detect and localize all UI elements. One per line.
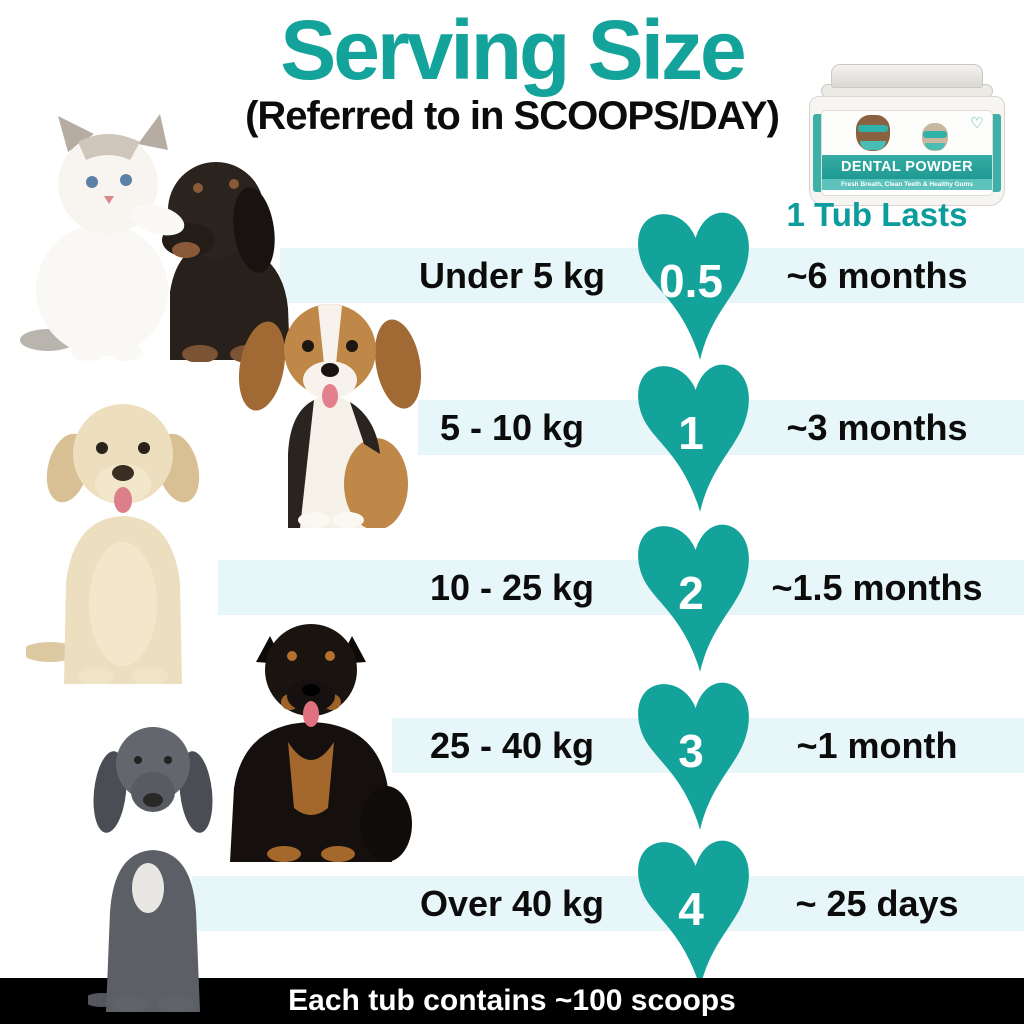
tub-label-side	[813, 114, 823, 192]
weight-label: Under 5 kg	[418, 255, 606, 296]
scoop-heart-icon: 2	[633, 514, 759, 686]
scoops-value: 2	[678, 567, 704, 619]
dog-bandana	[860, 141, 886, 150]
scoops-value: 1	[678, 407, 704, 459]
page-subtitle: (Referred to in SCOOPS/DAY)	[245, 94, 780, 138]
weight-label: 25 - 40 kg	[429, 725, 595, 766]
scoops-value: 3	[678, 725, 704, 777]
page-title: Serving Size	[280, 3, 747, 97]
tub-label-side	[991, 114, 1001, 192]
row-stripe	[218, 560, 1024, 615]
duration-label: ~6 months	[786, 255, 968, 296]
scoops-value: 4	[678, 883, 704, 935]
product-tub-image: ♡ DENTAL POWDER Fresh Breath, Clean Teet…	[803, 64, 1011, 208]
label-artwork: ♡	[822, 111, 992, 155]
duration-label: ~3 months	[786, 407, 968, 448]
footer-text: Each tub contains ~100 scoops	[288, 984, 736, 1017]
brand-heart-icon: ♡	[970, 115, 984, 132]
row-stripe	[192, 876, 1024, 931]
duration-label: ~ 25 days	[795, 883, 959, 924]
footer-bar: Each tub contains ~100 scoops	[0, 978, 1024, 1024]
scoop-heart-icon: 4	[633, 830, 759, 1002]
scoop-heart-icon: 0.5	[633, 202, 759, 374]
beagle-image	[230, 292, 428, 528]
cat-bandana	[925, 143, 945, 150]
weight-label: 5 - 10 kg	[439, 407, 585, 448]
tub-label: ♡ DENTAL POWDER Fresh Breath, Clean Teet…	[821, 110, 993, 196]
scoops-value: 0.5	[659, 255, 723, 307]
dog-sunglasses-icon	[858, 125, 888, 132]
weight-label: 10 - 25 kg	[429, 567, 595, 608]
scoop-heart-icon: 3	[633, 672, 759, 844]
tub-lid	[831, 64, 983, 88]
great-dane-image	[88, 712, 218, 1012]
labrador-image	[26, 390, 220, 684]
rottweiler-image	[210, 616, 412, 862]
cat-sunglasses-icon	[923, 131, 947, 138]
duration-label: ~1 month	[796, 725, 958, 766]
product-tagline: Fresh Breath, Clean Teeth & Healthy Gums	[822, 179, 992, 190]
product-name: DENTAL POWDER	[822, 155, 992, 179]
scoop-heart-icon: 1	[633, 354, 759, 526]
weight-label: Over 40 kg	[419, 883, 605, 924]
tub-lasts-header: 1 Tub Lasts	[786, 196, 968, 233]
duration-label: ~1.5 months	[771, 567, 983, 608]
